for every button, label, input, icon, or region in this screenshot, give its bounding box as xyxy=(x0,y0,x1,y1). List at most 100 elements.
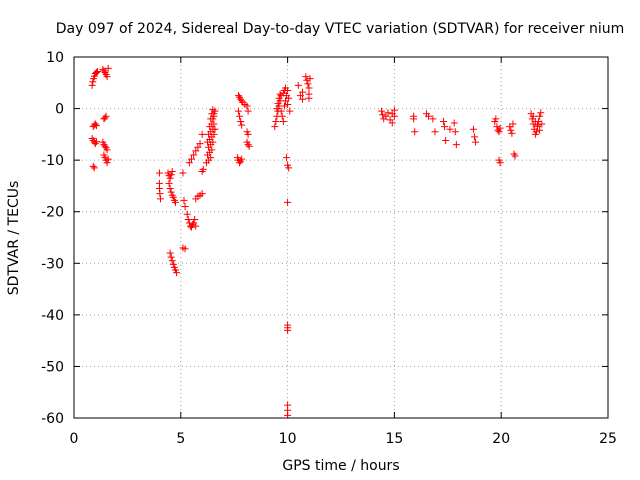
data-point xyxy=(496,124,504,132)
data-point xyxy=(536,126,544,134)
data-point xyxy=(534,121,542,129)
data-point xyxy=(208,146,216,154)
data-point xyxy=(275,94,283,102)
y-tick-label: 10 xyxy=(46,50,64,66)
data-point xyxy=(169,193,177,201)
data-point xyxy=(378,107,386,115)
plot-frame xyxy=(73,56,609,419)
data-point xyxy=(183,210,191,218)
data-point xyxy=(190,151,198,159)
data-point xyxy=(442,137,450,145)
data-point xyxy=(103,159,111,167)
data-point xyxy=(244,130,252,138)
data-point xyxy=(166,249,174,257)
data-point xyxy=(173,269,181,277)
data-point xyxy=(89,162,97,170)
data-point xyxy=(379,111,387,119)
data-point xyxy=(529,112,537,120)
tick-labels: 0 5 10 15 20 25 10 0 -10 -20 -30 -40 -50 -60 xyxy=(41,50,617,447)
data-point xyxy=(305,94,313,102)
data-point xyxy=(191,215,199,223)
data-point xyxy=(238,121,246,129)
data-point xyxy=(296,92,304,100)
data-point xyxy=(273,105,281,113)
y-tick-label: -50 xyxy=(41,359,64,375)
data-point xyxy=(302,73,310,81)
data-point xyxy=(495,128,503,136)
data-point xyxy=(238,155,246,163)
data-point xyxy=(171,198,179,206)
data-point xyxy=(209,106,217,114)
y-axis-label: SDTVAR / TECUs xyxy=(6,181,22,296)
data-point xyxy=(192,147,200,155)
data-point xyxy=(388,119,396,127)
x-tick-label: 25 xyxy=(599,431,617,447)
data-point xyxy=(196,140,204,148)
data-point xyxy=(452,141,460,149)
data-point xyxy=(272,117,280,125)
chart-title: Day 097 of 2024, Sidereal Day-to-day VTE… xyxy=(56,21,625,37)
data-point xyxy=(91,120,99,128)
x-tick-label: 5 xyxy=(176,431,185,447)
data-point xyxy=(531,117,539,125)
data-point xyxy=(271,123,279,131)
x-axis-label: GPS time / hours xyxy=(282,458,399,474)
data-point xyxy=(179,169,187,177)
data-point xyxy=(277,107,285,115)
data-point xyxy=(276,90,284,98)
data-point xyxy=(285,164,293,172)
data-point xyxy=(101,142,109,150)
data-point xyxy=(100,67,108,75)
data-point xyxy=(303,76,311,84)
data-point xyxy=(211,125,219,133)
data-point xyxy=(238,97,246,105)
data-point xyxy=(184,215,192,223)
data-point xyxy=(236,112,244,120)
data-point xyxy=(181,203,189,211)
data-point xyxy=(198,190,206,198)
data-point xyxy=(511,152,519,160)
data-point xyxy=(471,133,478,141)
data-point xyxy=(166,185,174,193)
data-point xyxy=(284,198,292,206)
data-point xyxy=(194,143,202,151)
x-tick-label: 0 xyxy=(70,431,79,447)
data-point xyxy=(237,117,245,125)
data-point xyxy=(189,221,197,229)
y-tick-label: -30 xyxy=(41,256,64,272)
data-point xyxy=(283,154,291,162)
y-tick-label: -40 xyxy=(41,308,64,324)
data-point xyxy=(384,109,392,117)
data-point xyxy=(284,326,292,334)
data-point xyxy=(89,78,97,86)
data-point xyxy=(284,100,292,108)
data-point xyxy=(156,190,164,198)
data-point xyxy=(382,112,390,120)
data-point xyxy=(199,165,207,173)
data-point xyxy=(390,112,398,120)
data-point xyxy=(92,122,100,130)
data-point xyxy=(92,138,100,146)
data-point xyxy=(169,260,177,268)
data-point xyxy=(390,106,398,114)
data-point xyxy=(537,109,545,117)
data-point xyxy=(209,138,217,146)
data-point xyxy=(411,128,419,136)
x-tick-label: 10 xyxy=(279,431,297,447)
data-point xyxy=(234,92,242,100)
data-point xyxy=(168,257,176,265)
data-point xyxy=(305,84,313,92)
data-point xyxy=(429,115,437,123)
data-point xyxy=(431,128,439,136)
data-point xyxy=(198,130,206,138)
data-point xyxy=(284,411,292,419)
data-point xyxy=(234,107,242,115)
data-point xyxy=(104,64,112,72)
data-point xyxy=(538,120,546,128)
data-point xyxy=(102,112,110,120)
data-point xyxy=(187,155,195,163)
data-point xyxy=(101,114,109,122)
data-point xyxy=(155,169,163,177)
data-point xyxy=(157,195,165,203)
